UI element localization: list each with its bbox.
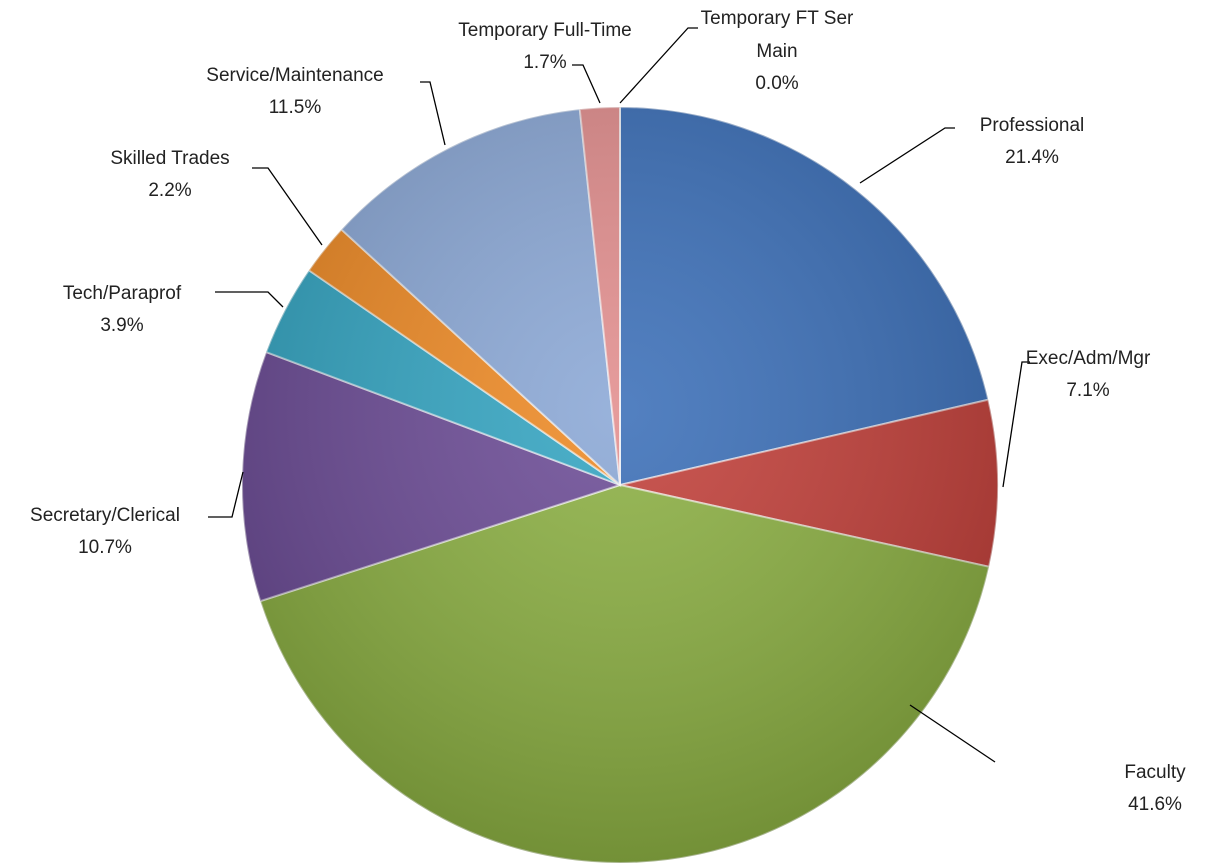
slice-label: Secretary/Clerical 10.7%	[30, 500, 180, 564]
value-label: 21.4%	[1005, 147, 1059, 168]
leader-line	[909, 704, 996, 763]
slice-label: Professional 21.4%	[980, 110, 1085, 174]
slice-label: Skilled Trades 2.2%	[110, 143, 229, 207]
value-label: 11.5%	[268, 97, 322, 118]
leader-line	[1002, 361, 1030, 488]
category-label: Skilled Trades	[110, 148, 230, 169]
slice-label: Faculty 41.6%	[1124, 757, 1185, 821]
value-label: 2.2%	[148, 180, 192, 201]
leader-line	[572, 64, 601, 104]
value-label: 10.7%	[78, 537, 132, 558]
leader-line	[859, 127, 955, 184]
value-label: 1.7%	[523, 52, 567, 73]
value-label: 41.6%	[1128, 794, 1182, 815]
category-label: Exec/Adm/Mgr	[1025, 348, 1151, 369]
slice-label: Tech/Paraprof 3.9%	[63, 278, 181, 342]
category-label: Professional	[979, 115, 1085, 136]
category-label: Service/Maintenance	[206, 65, 384, 86]
value-label: 3.9%	[100, 315, 144, 336]
category-label: Faculty	[1124, 762, 1186, 783]
category-label: Secretary/Clerical	[30, 505, 180, 526]
leader-line	[208, 471, 244, 518]
slice-label: Temporary Full-Time 1.7%	[458, 15, 632, 79]
slice-label: Exec/Adm/Mgr 7.1%	[1026, 343, 1151, 407]
category-label: Tech/Paraprof	[62, 283, 182, 304]
value-label: 7.1%	[1066, 380, 1110, 401]
value-label: 0.0%	[755, 73, 799, 94]
leader-line	[215, 291, 284, 308]
leader-line	[619, 27, 698, 104]
slice-label: Temporary FT Ser Main 0.0%	[690, 2, 865, 100]
category-label: Temporary FT Ser Main	[700, 8, 854, 62]
category-label: Temporary Full-Time	[458, 20, 632, 41]
slice-label: Service/Maintenance 11.5%	[206, 60, 383, 124]
leader-line	[420, 81, 446, 146]
leader-line	[252, 167, 323, 246]
